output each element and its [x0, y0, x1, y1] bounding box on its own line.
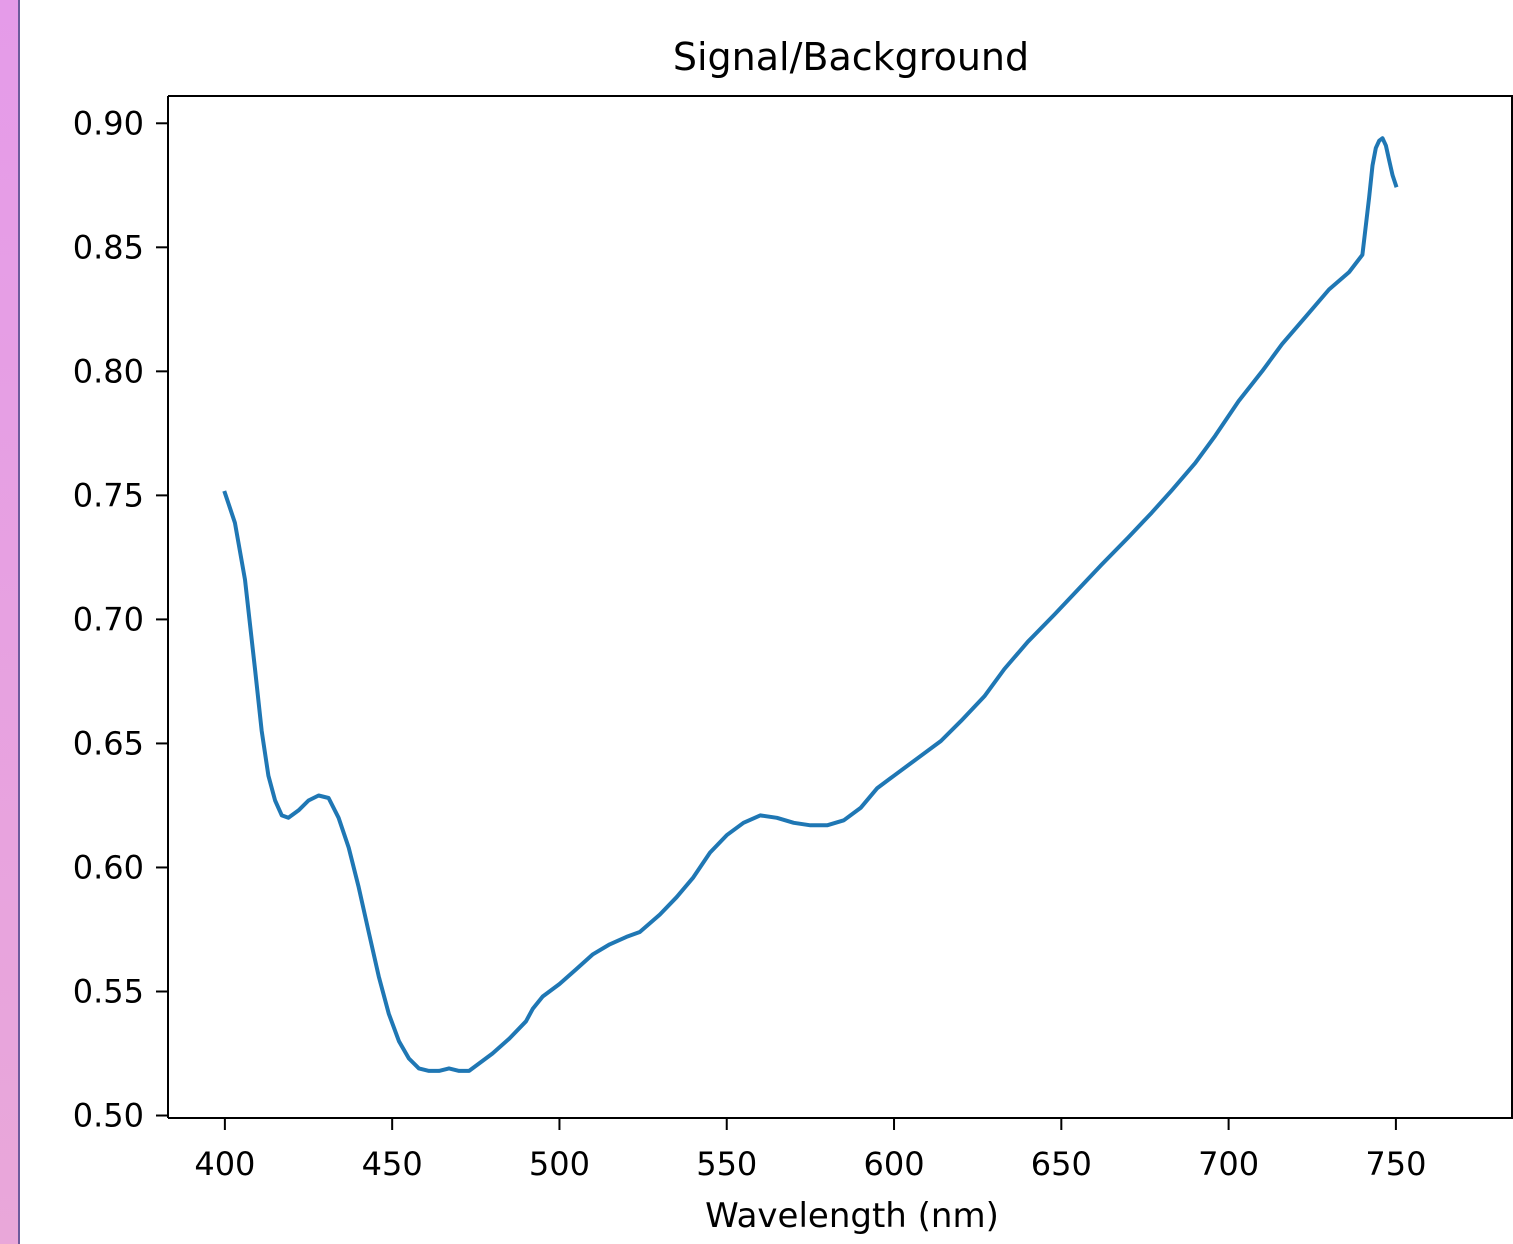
series-layer — [222, 136, 1399, 1073]
y-tick-label: 0.60 — [73, 848, 144, 886]
x-tick-label: 450 — [362, 1145, 423, 1183]
y-axis-ticks: 0.50 0.55 0.60 0.65 0.70 0.75 0.80 0.85 0.90 — [73, 104, 168, 1135]
x-axis-ticks: 400 450 500 550 600 650 700 750 — [194, 1118, 1426, 1183]
series-line — [222, 136, 1399, 1073]
y-tick-label: 0.80 — [73, 352, 144, 390]
plot-area — [167, 95, 1513, 1119]
y-tick-label: 0.70 — [73, 600, 144, 638]
y-tick-label: 0.55 — [73, 972, 144, 1010]
x-tick-label: 750 — [1365, 1145, 1426, 1183]
x-tick-label: 650 — [1031, 1145, 1092, 1183]
y-tick-label: 0.50 — [73, 1097, 144, 1135]
y-tick-label: 0.85 — [73, 228, 144, 266]
x-tick-label: 600 — [863, 1145, 924, 1183]
y-tick-label: 0.75 — [73, 476, 144, 514]
x-tick-label: 550 — [696, 1145, 757, 1183]
x-axis-label: Wavelength (nm) — [705, 1196, 999, 1236]
x-tick-label: 500 — [529, 1145, 590, 1183]
left-edge-strip — [0, 0, 20, 1244]
y-tick-label: 0.65 — [73, 724, 144, 762]
x-tick-label: 400 — [194, 1145, 255, 1183]
x-tick-label: 700 — [1198, 1145, 1259, 1183]
chart-title: Signal/Background — [673, 35, 1029, 79]
y-tick-label: 0.90 — [73, 104, 144, 142]
